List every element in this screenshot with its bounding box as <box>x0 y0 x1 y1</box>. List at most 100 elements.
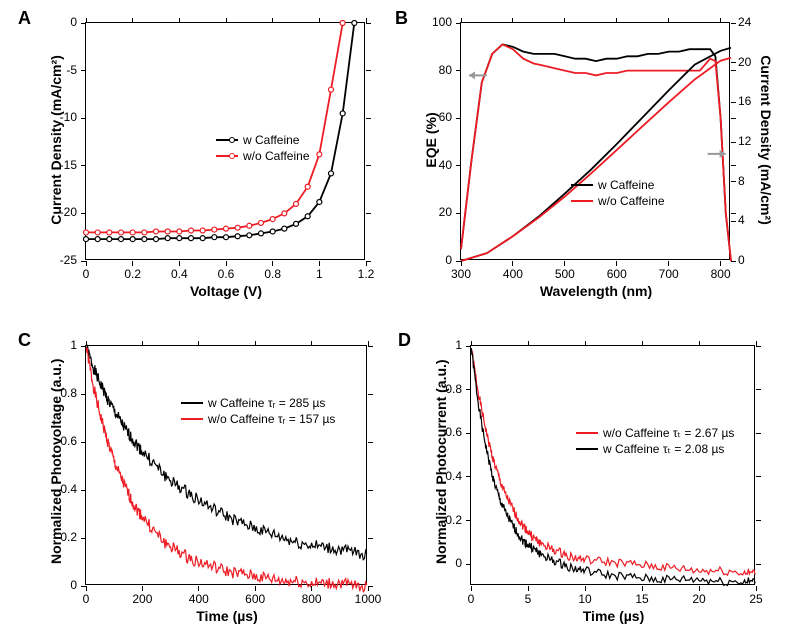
panel-label-a: A <box>18 8 31 29</box>
y-tick-r <box>366 23 371 24</box>
y-tick-r <box>368 442 373 443</box>
legend-swatch <box>576 448 598 450</box>
plot-area-c: 0200400600800100000.20.40.60.81Time (µs)… <box>85 345 367 585</box>
y-tick-r <box>366 165 371 166</box>
x-tick <box>311 586 312 591</box>
y2-tick-label: 12 <box>738 134 751 148</box>
legend-item: w Caffeine <box>216 133 310 147</box>
x-tick <box>319 261 320 266</box>
x-tick-label: 400 <box>498 267 528 281</box>
x-tick <box>699 586 700 591</box>
x-tick <box>564 261 565 266</box>
y-tick <box>456 23 461 24</box>
x-tick <box>86 261 87 266</box>
y-tick <box>456 70 461 71</box>
y-tick-r <box>731 70 736 71</box>
x-tick <box>179 261 180 266</box>
x-tick-label: 600 <box>240 592 270 606</box>
x-tick-in <box>616 18 617 23</box>
x-tick-in <box>226 18 227 23</box>
panel-label-c: C <box>18 330 31 351</box>
x-tick-label: 200 <box>127 592 157 606</box>
y-axis-title: EQE (%) <box>423 40 439 240</box>
y-tick-label: 20 <box>439 205 452 219</box>
y-tick-r <box>366 118 371 119</box>
y-tick-label: 60 <box>439 110 452 124</box>
legend-swatch <box>181 402 203 404</box>
y-tick-r <box>756 433 761 434</box>
legend-swatch <box>576 432 598 434</box>
x-tick-label: 0.8 <box>258 267 288 281</box>
x-tick-label: 500 <box>550 267 580 281</box>
y2-tick <box>731 62 736 63</box>
x-tick-label: 600 <box>602 267 632 281</box>
x-tick-in <box>585 341 586 346</box>
x-tick <box>668 261 669 266</box>
panel-label-d: D <box>398 330 411 351</box>
y2-tick-label: 16 <box>738 94 751 108</box>
y-tick <box>456 213 461 214</box>
y2-tick <box>731 261 736 262</box>
y-tick <box>81 394 86 395</box>
x-tick-in <box>642 341 643 346</box>
y-tick-label: 100 <box>432 15 452 29</box>
y-tick <box>81 213 86 214</box>
x-tick-label: 1 <box>304 267 334 281</box>
x-tick <box>528 586 529 591</box>
y2-tick-label: 20 <box>738 55 751 69</box>
legend-d: w/o Caffeine τₜ = 2.67 µs w Caffeine τₜ =… <box>576 426 734 458</box>
x-tick-in <box>142 341 143 346</box>
x-axis-title: Wavelength (nm) <box>536 283 656 299</box>
y-tick-r <box>368 538 373 539</box>
y-tick <box>81 346 86 347</box>
x-tick-label: 800 <box>297 592 327 606</box>
y-tick <box>456 165 461 166</box>
y-tick <box>81 23 86 24</box>
x-tick <box>616 261 617 266</box>
x-axis-title: Time (µs) <box>554 608 674 624</box>
y-tick <box>81 490 86 491</box>
legend-label: w Caffeine <box>598 178 654 192</box>
x-tick <box>226 261 227 266</box>
y-tick-r <box>368 586 373 587</box>
y-axis-title: Normalized Photocurrent (a.u.) <box>433 364 449 564</box>
x-tick-in <box>272 18 273 23</box>
x-tick <box>198 586 199 591</box>
y-axis-title: Normalized Photovoltage (a.u.) <box>48 364 64 564</box>
y-tick <box>466 476 471 477</box>
x-tick <box>272 261 273 266</box>
legend-label: w/o Caffeine <box>598 194 665 208</box>
x-tick <box>255 586 256 591</box>
x-axis-title: Voltage (V) <box>166 283 286 299</box>
x-tick <box>471 586 472 591</box>
y-tick-label: 0 <box>445 253 452 267</box>
x-tick-label: 5 <box>513 592 543 606</box>
y-tick <box>81 261 86 262</box>
legend-item: w Caffeine <box>571 178 665 192</box>
x-tick <box>720 261 721 266</box>
legend-label: w Caffeine τᵣ = 285 µs <box>208 396 325 410</box>
y-tick <box>81 442 86 443</box>
x-tick <box>461 261 462 266</box>
figure-container: A00.20.40.60.811.20-5-10-15-20-25Voltage… <box>0 0 800 635</box>
y-tick-label: 0 <box>455 556 462 570</box>
legend-label: w/o Caffeine τᵣ = 157 µs <box>208 412 335 426</box>
y2-tick <box>731 23 736 24</box>
x-tick-in <box>311 341 312 346</box>
x-tick-label: 0.6 <box>211 267 241 281</box>
y2-tick-label: 24 <box>738 15 751 29</box>
legend-item: w Caffeine τₜ = 2.08 µs <box>576 442 734 456</box>
y-tick-r <box>756 520 761 521</box>
y-tick-label: 0 <box>70 578 77 592</box>
y-tick-r <box>366 70 371 71</box>
legend-marker <box>229 137 235 143</box>
y-tick <box>466 389 471 390</box>
legend-item: w/o Caffeine <box>571 194 665 208</box>
legend-label: w/o Caffeine τₜ = 2.67 µs <box>603 426 734 440</box>
y-tick-r <box>731 165 736 166</box>
y-tick <box>466 564 471 565</box>
x-tick <box>368 586 369 591</box>
x-tick-label: 1000 <box>353 592 383 606</box>
legend-marker <box>229 153 235 159</box>
y2-tick-label: 4 <box>738 213 745 227</box>
